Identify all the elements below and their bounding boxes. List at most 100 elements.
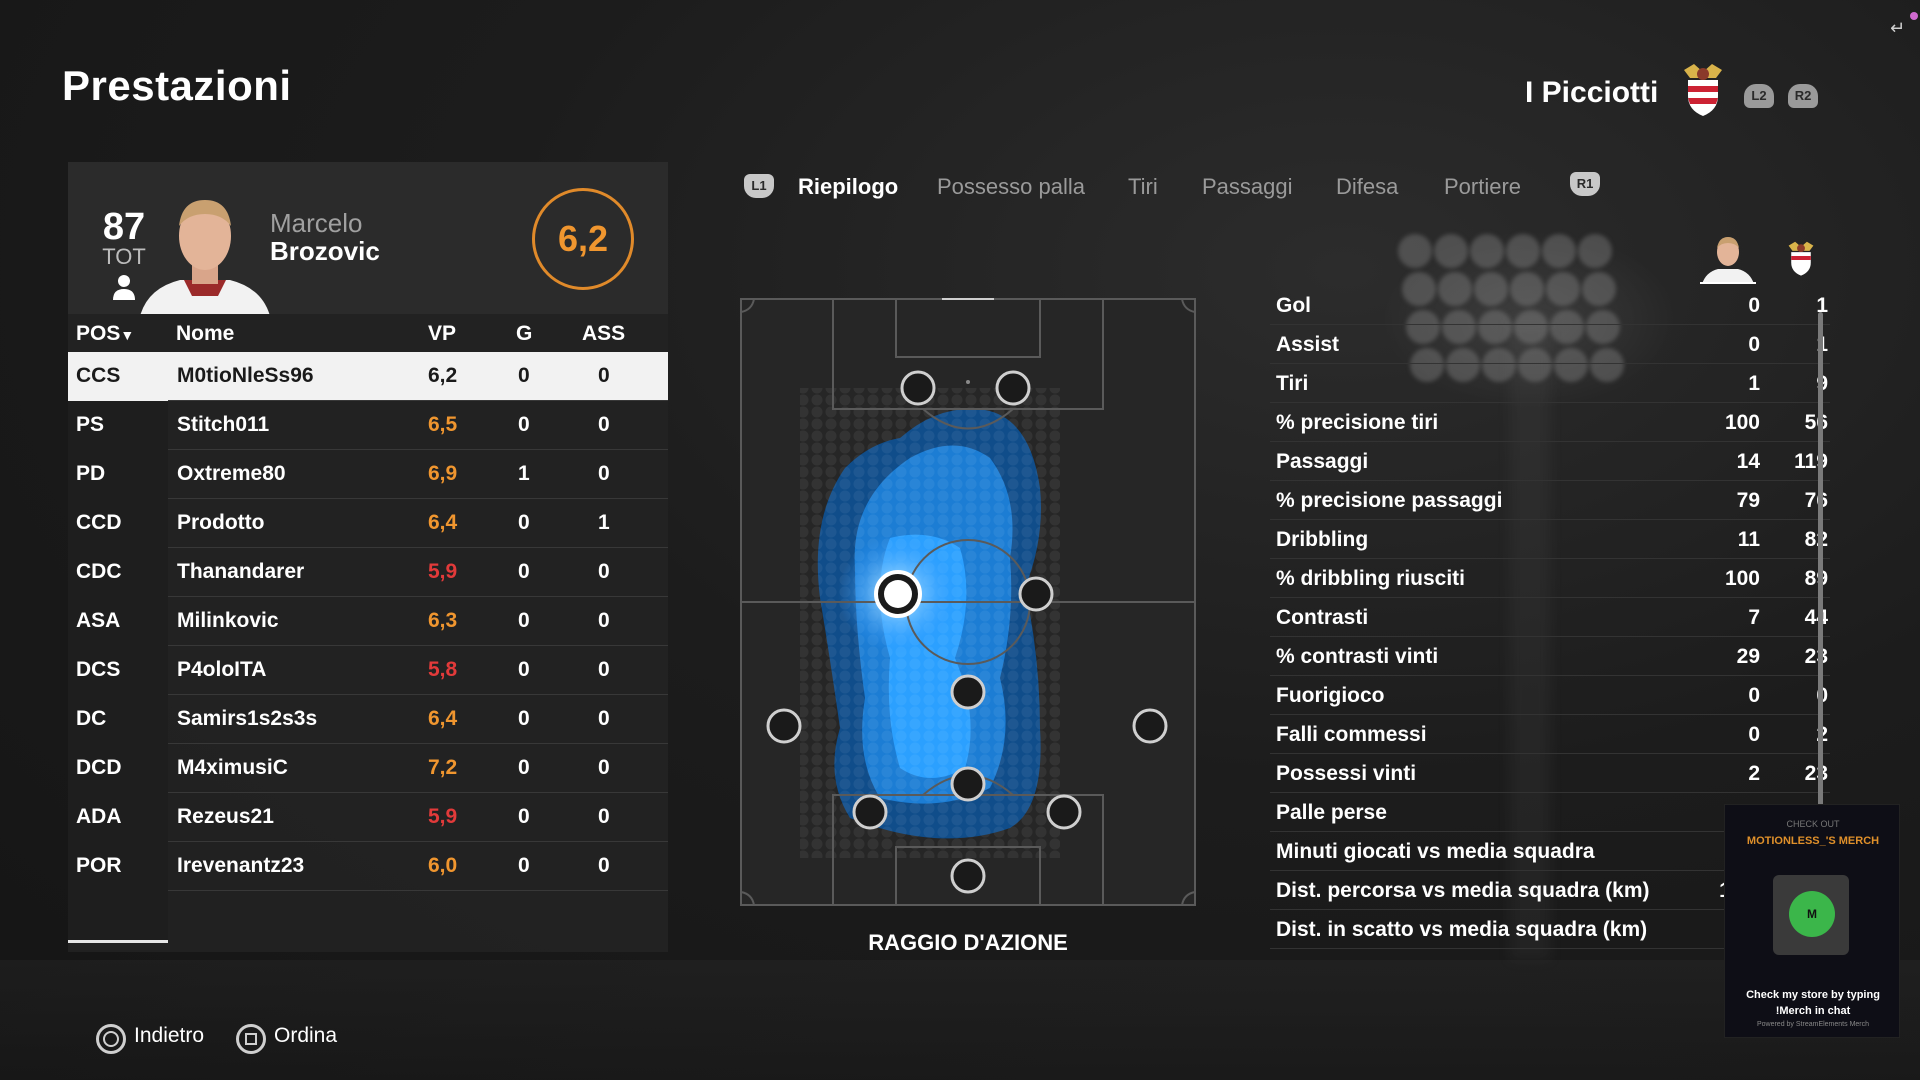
sort-button[interactable]: Ordina: [274, 1024, 338, 1047]
stat-player-value: 7: [1748, 606, 1760, 629]
stat-player-value: 1: [1748, 372, 1760, 395]
row-assists: 0: [598, 462, 610, 485]
circle-button-icon[interactable]: [96, 1024, 126, 1054]
row-player-name: P4oloITA: [177, 658, 267, 681]
table-row[interactable]: CCD Prodotto 6,4 0 1: [68, 499, 668, 548]
row-assists: 1: [598, 511, 610, 534]
tab-riepilogo[interactable]: Riepilogo: [798, 174, 899, 199]
table-row[interactable]: CCS M0tioNleSs96 6,2 0 0: [68, 352, 668, 401]
row-pos-cell: [68, 401, 168, 450]
row-rating: 6,3: [428, 609, 458, 632]
table-row[interactable]: DCD M4ximusiC 7,2 0 0: [68, 744, 668, 793]
stat-row: Dribbling 11 82: [1270, 520, 1830, 559]
stat-player-value: 0: [1748, 333, 1760, 356]
exit-icon[interactable]: ↵: [1890, 18, 1906, 38]
square-button-icon[interactable]: [236, 1024, 266, 1054]
table-row[interactable]: CDC Thanandarer 5,9 0 0: [68, 548, 668, 597]
stat-label: Dist. in scatto vs media squadra (km): [1276, 918, 1648, 941]
l2-button-icon[interactable]: L2: [1744, 84, 1774, 108]
row-pos-cell: [68, 499, 168, 548]
tab-possesso-palla[interactable]: Possesso palla: [937, 174, 1085, 199]
stadium-lamp: [1410, 348, 1444, 382]
stadium-lamp: [1478, 310, 1512, 344]
row-assists: 0: [598, 707, 610, 730]
overlay-store-line-2: !Merch in chat: [1775, 1005, 1851, 1017]
stadium-lamp: [1542, 234, 1576, 268]
table-row[interactable]: ASA Milinkovic 6,3 0 0: [68, 597, 668, 646]
back-button[interactable]: Indietro: [134, 1024, 205, 1047]
stat-label: Gol: [1276, 294, 1311, 317]
tab-difesa[interactable]: Difesa: [1336, 174, 1399, 199]
stat-row: % precisione passaggi 79 76: [1270, 481, 1830, 520]
stat-label: Passaggi: [1276, 450, 1369, 473]
row-pos-cell: [68, 352, 168, 401]
row-position: CCD: [76, 511, 122, 534]
table-row[interactable]: POR Irevenantz23 6,0 0 0: [68, 842, 668, 891]
column-header-ass[interactable]: ASS: [582, 322, 626, 345]
stats-scrollbar[interactable]: [1818, 312, 1823, 812]
stadium-lamp: [1510, 272, 1544, 306]
row-pos-cell: [68, 744, 168, 793]
player-avatar-icon: [1700, 232, 1756, 289]
heatmap-pitch: [740, 296, 1196, 911]
column-header-g[interactable]: G: [516, 322, 533, 345]
column-header-name[interactable]: Nome: [176, 322, 235, 345]
stadium-lamp: [1546, 272, 1580, 306]
row-assists: 0: [598, 854, 610, 877]
column-header-vp[interactable]: VP: [428, 322, 457, 345]
stat-player-value: 11: [1737, 528, 1760, 551]
table-row[interactable]: DC Samirs1s2s3s 6,4 0 0: [68, 695, 668, 744]
stat-label: Palle perse: [1276, 801, 1387, 824]
row-position: CDC: [76, 560, 122, 583]
row-pos-cell: [68, 548, 168, 597]
stadium-lamp: [1578, 234, 1612, 268]
row-rating: 6,5: [428, 413, 458, 436]
l1-button-icon[interactable]: L1: [744, 174, 774, 198]
table-row[interactable]: ADA Rezeus21 5,9 0 0: [68, 793, 668, 842]
stat-label: % precisione tiri: [1276, 411, 1439, 434]
table-row[interactable]: DCS P4oloITA 5,8 0 0: [68, 646, 668, 695]
row-player-name: Prodotto: [177, 511, 265, 534]
stat-label: Dribbling: [1276, 528, 1369, 551]
row-goals: 0: [518, 707, 530, 730]
row-rating: 6,4: [428, 707, 458, 730]
row-pos-cell: [68, 597, 168, 646]
stat-label: Minuti giocati vs media squadra: [1276, 840, 1595, 863]
heatmap-caption: RAGGIO D'AZIONE: [868, 930, 1068, 955]
player-last-name: Brozovic: [270, 236, 380, 266]
row-rating: 6,4: [428, 511, 458, 534]
row-pos-cell: [68, 450, 168, 499]
stat-label: % contrasti vinti: [1276, 645, 1439, 668]
stat-label: % precisione passaggi: [1276, 489, 1503, 512]
stadium-lamp: [1506, 234, 1540, 268]
tab-passaggi[interactable]: Passaggi: [1202, 174, 1293, 199]
column-header-pos[interactable]: POS▼: [76, 322, 134, 346]
stat-team-value: 23: [1804, 645, 1828, 668]
r2-button-icon[interactable]: R2: [1788, 84, 1818, 108]
stadium-lamp: [1446, 348, 1480, 382]
row-player-name: Milinkovic: [177, 609, 279, 632]
player-table-rows: CCS M0tioNleSs96 6,2 0 0 PS Stitch011 6,5 0 0 PD Ox…: [68, 352, 668, 891]
stadium-lamp: [1398, 234, 1432, 268]
row-assists: 0: [598, 805, 610, 828]
table-row[interactable]: PD Oxtreme80 6,9 1 0: [68, 450, 668, 499]
row-rating: 5,9: [428, 805, 458, 828]
row-goals: 0: [518, 511, 530, 534]
tab-portiere[interactable]: Portiere: [1444, 174, 1522, 199]
stadium-lamp: [1402, 272, 1436, 306]
selected-player-marker: [874, 570, 922, 618]
stat-player-value: 0: [1748, 723, 1760, 746]
teammate-markers: [766, 370, 1168, 894]
stat-player-value: 14: [1736, 450, 1760, 473]
overlay-brand: MOTIONLESS_'S MERCH: [1746, 835, 1880, 847]
table-row[interactable]: PS Stitch011 6,5 0 0: [68, 401, 668, 450]
r1-button-icon[interactable]: R1: [1570, 172, 1600, 196]
row-assists: 0: [598, 609, 610, 632]
stadium-lamp: [1582, 272, 1616, 306]
stadium-pole: [1510, 320, 1550, 960]
row-rating: 6,0: [428, 854, 458, 877]
row-pos-cell: [68, 646, 168, 695]
row-position: ADA: [76, 805, 122, 828]
tab-tiri[interactable]: Tiri: [1128, 174, 1158, 199]
row-pos-cell: [68, 842, 168, 891]
